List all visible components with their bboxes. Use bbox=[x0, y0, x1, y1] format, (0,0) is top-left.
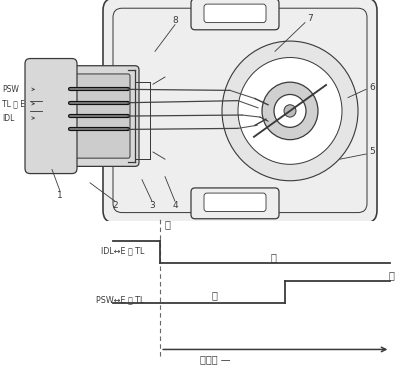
FancyBboxPatch shape bbox=[190, 0, 278, 30]
Text: PSW: PSW bbox=[2, 85, 19, 94]
Text: 通: 通 bbox=[387, 270, 393, 280]
Text: 2: 2 bbox=[112, 201, 117, 210]
Text: 节气门 —: 节气门 — bbox=[199, 354, 229, 364]
Text: 4: 4 bbox=[172, 201, 177, 210]
Circle shape bbox=[221, 41, 357, 181]
Circle shape bbox=[237, 57, 341, 164]
Text: TL 或 E: TL 或 E bbox=[2, 99, 25, 108]
Text: IDL↔E 或 TL: IDL↔E 或 TL bbox=[101, 246, 144, 255]
FancyBboxPatch shape bbox=[203, 193, 265, 212]
Text: IDL: IDL bbox=[2, 114, 14, 123]
Text: 7: 7 bbox=[306, 14, 312, 23]
FancyBboxPatch shape bbox=[190, 188, 278, 219]
Text: 断: 断 bbox=[211, 290, 217, 300]
FancyBboxPatch shape bbox=[66, 74, 130, 158]
Text: 5: 5 bbox=[368, 148, 374, 156]
FancyBboxPatch shape bbox=[56, 66, 139, 166]
Circle shape bbox=[273, 95, 305, 127]
Text: 6: 6 bbox=[368, 83, 374, 92]
FancyBboxPatch shape bbox=[25, 59, 77, 174]
Circle shape bbox=[283, 105, 295, 117]
Text: 8: 8 bbox=[172, 16, 177, 25]
FancyBboxPatch shape bbox=[203, 4, 265, 22]
Text: 通: 通 bbox=[164, 219, 170, 229]
Text: 断: 断 bbox=[270, 252, 275, 262]
Text: 1: 1 bbox=[57, 191, 63, 199]
Circle shape bbox=[261, 82, 317, 140]
Text: 3: 3 bbox=[149, 201, 154, 210]
Text: PSW↔E 或 TL: PSW↔E 或 TL bbox=[96, 296, 144, 304]
FancyBboxPatch shape bbox=[103, 0, 376, 223]
